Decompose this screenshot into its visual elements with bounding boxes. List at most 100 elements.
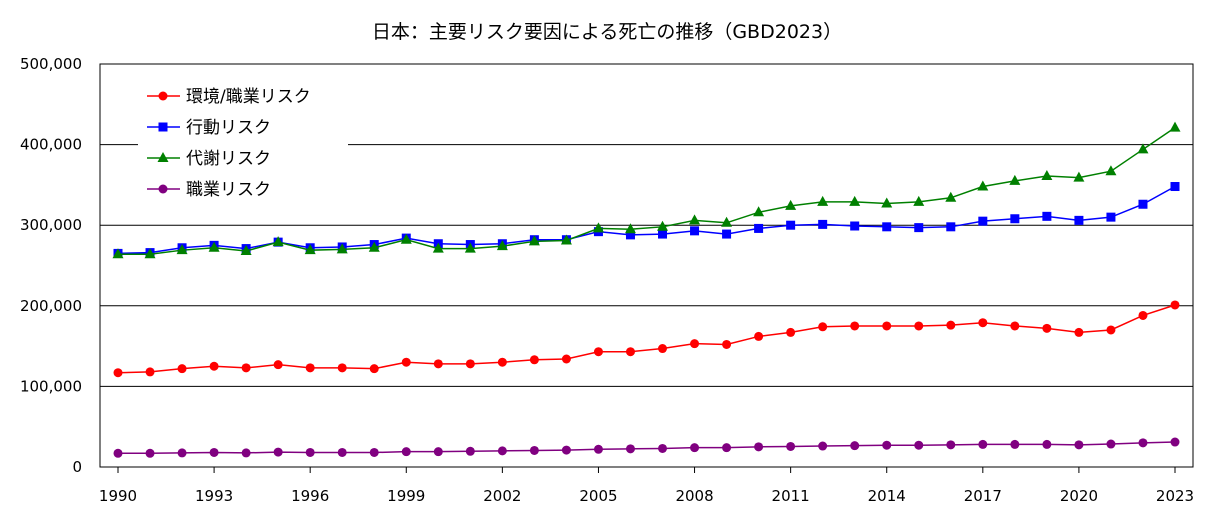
- data-point: [241, 448, 251, 458]
- series-line: [118, 127, 1176, 255]
- data-point: [978, 439, 988, 449]
- data-point: [914, 223, 924, 233]
- data-point: [144, 248, 156, 259]
- data-point: [1170, 437, 1180, 447]
- data-point: [754, 442, 764, 452]
- data-point: [722, 229, 732, 239]
- data-point: [592, 222, 604, 233]
- data-point: [754, 223, 764, 233]
- data-point: [1169, 121, 1181, 132]
- data-point: [1009, 174, 1021, 185]
- data-point: [113, 448, 123, 458]
- data-point: [1073, 171, 1085, 182]
- data-point: [624, 223, 636, 234]
- data-point: [464, 242, 476, 253]
- data-point: [209, 447, 219, 457]
- data-point: [304, 244, 316, 255]
- data-point: [1170, 182, 1180, 192]
- data-point: [658, 443, 668, 453]
- data-point: [561, 354, 571, 364]
- x-tick-label: 1999: [387, 487, 425, 505]
- data-point: [1074, 440, 1084, 450]
- data-point: [849, 195, 861, 206]
- data-point: [881, 197, 893, 208]
- legend-label: 代謝リスク: [186, 149, 271, 169]
- data-point: [1042, 439, 1052, 449]
- series-line: [117, 304, 1176, 374]
- series-2: [112, 121, 1181, 259]
- data-point: [690, 226, 700, 236]
- data-point: [529, 355, 539, 365]
- data-point: [465, 446, 475, 456]
- data-point: [145, 367, 155, 377]
- data-point: [946, 320, 956, 330]
- x-tick-label: 1996: [291, 487, 329, 505]
- data-point: [337, 363, 347, 373]
- data-point: [625, 347, 635, 357]
- data-point: [914, 321, 924, 331]
- data-point: [560, 234, 572, 245]
- data-point: [1106, 212, 1116, 222]
- data-point: [722, 339, 732, 349]
- x-tick-label: 2005: [579, 487, 617, 505]
- data-point: [914, 440, 924, 450]
- series-0: [113, 300, 1180, 378]
- series-3: [113, 437, 1180, 458]
- data-point: [1010, 439, 1020, 449]
- data-point: [1138, 438, 1148, 448]
- data-point: [337, 447, 347, 457]
- data-point: [978, 216, 988, 226]
- chart-title: 日本：主要リスク要因による死亡の推移（GBD2023）: [372, 21, 842, 43]
- data-point: [240, 244, 252, 255]
- data-point: [432, 242, 444, 253]
- data-point: [400, 233, 412, 244]
- data-point: [273, 360, 283, 370]
- legend-item: 行動リスク: [147, 118, 271, 138]
- legend-item: 環境/職業リスク: [147, 87, 311, 107]
- data-point: [818, 219, 828, 229]
- legend-label: 行動リスク: [186, 118, 271, 138]
- data-point: [1106, 325, 1116, 335]
- data-point: [496, 240, 508, 251]
- x-tick-label: 2002: [483, 487, 521, 505]
- x-tick-label: 2020: [1060, 487, 1098, 505]
- data-point: [401, 357, 411, 367]
- data-point: [850, 221, 860, 231]
- series-line: [117, 185, 1176, 255]
- data-point: [977, 180, 989, 191]
- data-point: [177, 448, 187, 458]
- data-point: [1138, 199, 1148, 209]
- data-point: [241, 363, 251, 373]
- data-point: [593, 444, 603, 454]
- x-tick-label: 1993: [195, 487, 233, 505]
- y-tick-label: 0: [72, 458, 82, 476]
- x-tick-label: 2023: [1156, 487, 1194, 505]
- data-point: [158, 91, 168, 101]
- data-point: [1106, 439, 1116, 449]
- data-point: [1042, 211, 1052, 221]
- x-tick-label: 2008: [675, 487, 713, 505]
- data-point: [369, 447, 379, 457]
- data-point: [273, 447, 283, 457]
- data-point: [529, 445, 539, 455]
- x-tick-label: 2017: [964, 487, 1002, 505]
- data-point: [497, 446, 507, 456]
- data-point: [208, 241, 220, 252]
- data-point: [1041, 170, 1053, 181]
- data-point: [157, 152, 169, 162]
- data-point: [593, 347, 603, 357]
- data-point: [209, 361, 219, 371]
- data-point: [1170, 300, 1180, 310]
- legend-label: 環境/職業リスク: [186, 87, 311, 107]
- data-point: [1074, 327, 1084, 337]
- data-point: [689, 214, 701, 225]
- legend-item: 職業リスク: [147, 180, 271, 200]
- data-point: [305, 447, 315, 457]
- data-point: [272, 236, 284, 247]
- data-point: [176, 244, 188, 255]
- series-line: [118, 441, 1176, 455]
- data-point: [368, 241, 380, 252]
- data-point: [882, 321, 892, 331]
- legend-label: 職業リスク: [186, 180, 271, 200]
